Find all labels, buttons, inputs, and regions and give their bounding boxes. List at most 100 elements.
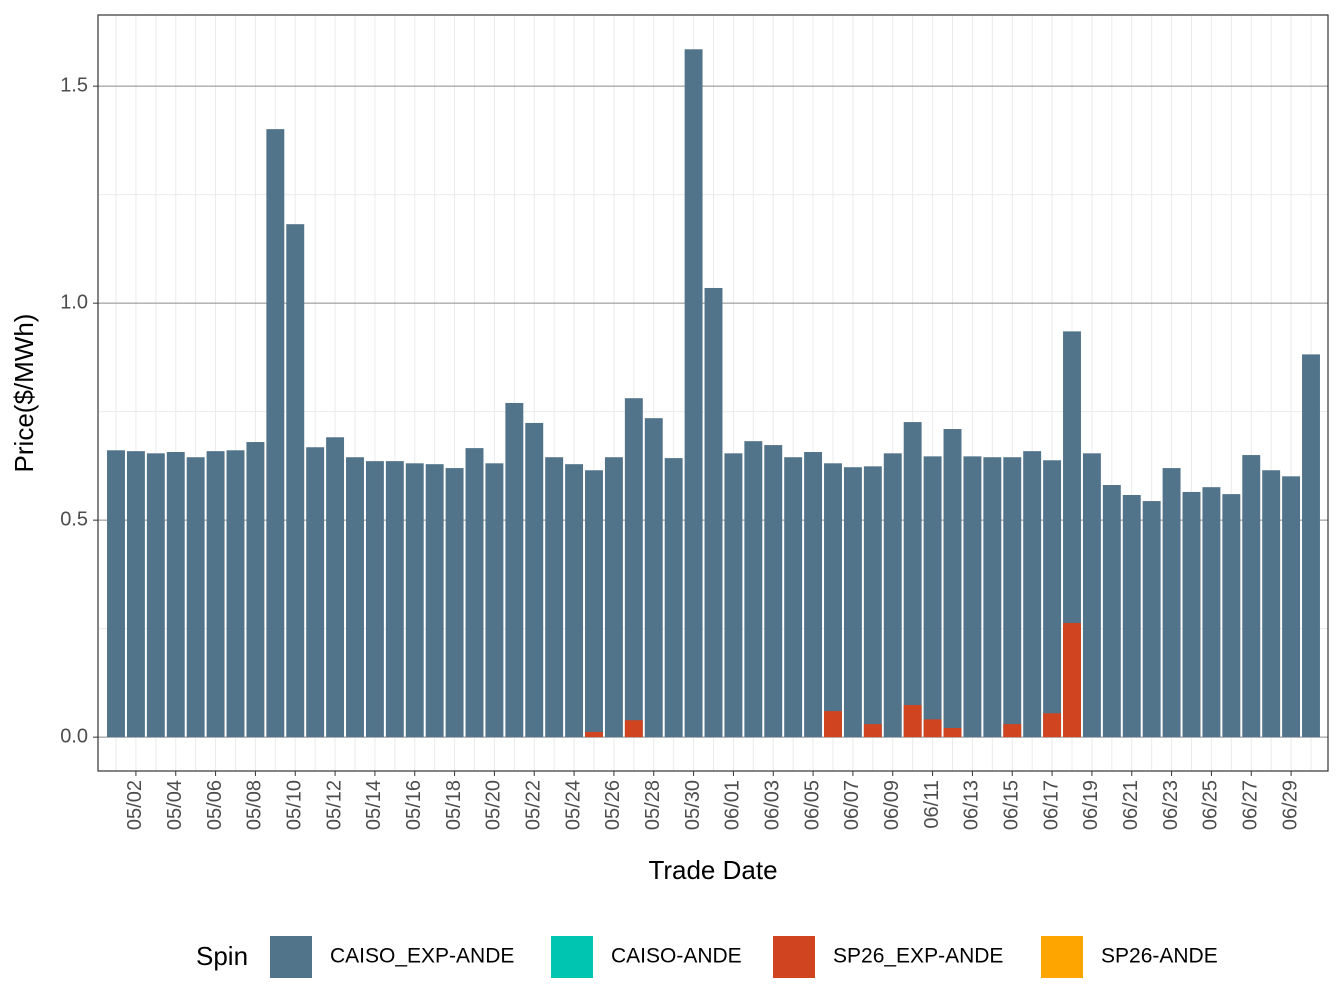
bar xyxy=(585,731,603,738)
bar xyxy=(943,429,962,738)
bar xyxy=(485,463,504,738)
bar xyxy=(326,437,345,738)
bar xyxy=(1043,713,1062,738)
bar xyxy=(923,456,942,738)
bar xyxy=(545,457,564,738)
legend-title: Spin xyxy=(196,941,248,971)
bar xyxy=(824,711,842,738)
bar xyxy=(644,418,663,738)
bar xyxy=(1142,501,1161,738)
bar xyxy=(863,466,882,738)
x-tick-label: 06/11 xyxy=(921,780,943,829)
x-tick-label: 05/10 xyxy=(284,780,306,830)
bar xyxy=(206,451,225,738)
y-tick-label: 0.0 xyxy=(60,725,88,747)
y-tick-label: 0.5 xyxy=(60,508,88,530)
bar xyxy=(1063,623,1081,738)
bar xyxy=(724,453,743,738)
bar xyxy=(346,457,364,738)
bar xyxy=(1122,494,1141,738)
x-tick-label: 06/15 xyxy=(1001,780,1023,830)
bar xyxy=(824,463,842,738)
bar xyxy=(963,456,982,738)
bar xyxy=(1182,491,1201,738)
y-tick-label: 1.5 xyxy=(60,74,88,96)
x-tick-label: 05/14 xyxy=(363,780,385,830)
bar xyxy=(166,452,185,738)
legend-key xyxy=(270,936,312,978)
x-tick-label: 05/28 xyxy=(642,780,664,830)
x-tick-label: 05/16 xyxy=(403,780,425,830)
x-tick-label: 06/23 xyxy=(1160,780,1182,830)
legend-label: CAISO_EXP-ANDE xyxy=(330,945,514,968)
bar xyxy=(1003,457,1022,738)
bar xyxy=(1082,453,1101,738)
x-tick-label: 06/05 xyxy=(801,780,823,830)
bar xyxy=(107,450,125,738)
x-tick-label: 06/25 xyxy=(1200,780,1222,830)
bar xyxy=(465,448,484,738)
x-tick-label: 06/19 xyxy=(1080,780,1102,830)
bar xyxy=(684,49,703,738)
bar xyxy=(266,129,285,738)
bar xyxy=(186,457,205,738)
x-tick-label: 05/12 xyxy=(323,780,345,830)
x-tick-label: 05/22 xyxy=(523,780,545,830)
bar xyxy=(126,451,145,738)
x-tick-label: 06/27 xyxy=(1240,780,1262,830)
bar xyxy=(943,728,962,738)
x-tick-label: 05/30 xyxy=(682,780,704,830)
bar xyxy=(903,705,922,738)
legend-key xyxy=(1041,936,1083,978)
bar xyxy=(146,453,165,738)
x-tick-label: 05/26 xyxy=(602,780,624,830)
x-tick-label: 05/06 xyxy=(204,780,226,830)
x-tick-label: 06/13 xyxy=(961,780,983,830)
bar xyxy=(1202,487,1221,738)
x-tick-label: 05/24 xyxy=(562,780,584,830)
legend-key xyxy=(773,936,815,978)
bar xyxy=(784,457,803,738)
x-tick-label: 06/21 xyxy=(1120,780,1142,830)
x-tick-label: 06/01 xyxy=(722,780,744,830)
x-tick-label: 06/03 xyxy=(762,780,784,830)
bar xyxy=(425,464,444,738)
bar xyxy=(1003,724,1022,738)
bar xyxy=(744,441,763,738)
bar xyxy=(1023,451,1042,738)
bar xyxy=(883,453,902,738)
legend-key xyxy=(551,936,593,978)
x-tick-label: 06/07 xyxy=(841,780,863,830)
x-tick-label: 06/17 xyxy=(1040,780,1062,830)
bar xyxy=(1242,455,1261,738)
bar xyxy=(1102,485,1121,738)
legend-label: SP26_EXP-ANDE xyxy=(833,945,1003,968)
y-tick-label: 1.0 xyxy=(60,291,88,313)
y-axis-title: Price($/MWh) xyxy=(9,314,39,473)
bar xyxy=(385,461,404,738)
bar xyxy=(1162,468,1181,738)
bar xyxy=(1282,476,1301,738)
bar xyxy=(604,457,623,738)
bar xyxy=(624,398,643,738)
x-tick-label: 06/09 xyxy=(881,780,903,830)
bar xyxy=(863,724,882,738)
x-axis-title: Trade Date xyxy=(648,855,777,885)
bar xyxy=(505,402,524,738)
bar xyxy=(585,470,603,738)
x-tick-label: 05/04 xyxy=(164,780,186,830)
x-tick-label: 05/02 xyxy=(124,780,146,830)
bar xyxy=(664,458,683,738)
panel-border xyxy=(97,14,1329,772)
bar xyxy=(843,467,862,738)
bar xyxy=(704,287,723,738)
bar xyxy=(1043,460,1062,738)
bar xyxy=(405,463,424,738)
bar xyxy=(306,447,325,738)
bar xyxy=(226,450,245,738)
x-tick-label: 06/29 xyxy=(1279,780,1301,830)
bar xyxy=(445,468,464,738)
bar xyxy=(624,720,643,738)
bar xyxy=(525,422,544,738)
